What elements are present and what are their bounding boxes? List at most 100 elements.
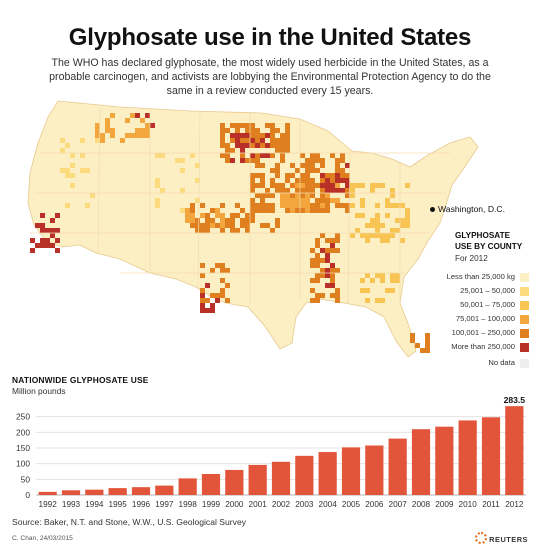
county-cell: [65, 143, 70, 148]
x-tick-label: 1997: [155, 500, 174, 509]
county-cell: [35, 243, 40, 248]
county-cell: [300, 183, 305, 188]
county-cell: [315, 293, 320, 298]
county-cell: [425, 348, 430, 353]
county-cell: [280, 153, 285, 158]
county-cell: [245, 138, 250, 143]
county-cell: [370, 233, 375, 238]
county-cell: [275, 183, 280, 188]
county-cell: [245, 133, 250, 138]
county-cell: [260, 183, 265, 188]
washington-dc-marker: [430, 207, 435, 212]
county-cell: [250, 138, 255, 143]
county-cell: [315, 298, 320, 303]
county-cell: [325, 208, 330, 213]
county-cell: [260, 193, 265, 198]
county-cell: [320, 183, 325, 188]
county-cell: [285, 193, 290, 198]
x-tick-label: 2001: [249, 500, 268, 509]
county-cell: [385, 198, 390, 203]
county-cell: [365, 223, 370, 228]
county-cell: [295, 178, 300, 183]
county-cell: [320, 163, 325, 168]
county-cell: [240, 133, 245, 138]
county-cell: [230, 223, 235, 228]
county-cell: [315, 153, 320, 158]
legend-swatch: [520, 273, 529, 282]
county-cell: [210, 308, 215, 313]
y-tick-label: 0: [25, 490, 30, 500]
county-cell: [350, 188, 355, 193]
county-cell: [300, 188, 305, 193]
county-cell: [290, 183, 295, 188]
county-cell: [360, 288, 365, 293]
county-cell: [190, 203, 195, 208]
county-cell: [305, 178, 310, 183]
county-cell: [280, 198, 285, 203]
county-cell: [340, 168, 345, 173]
county-cell: [300, 198, 305, 203]
county-cell: [285, 203, 290, 208]
county-cell: [220, 143, 225, 148]
county-cell: [250, 143, 255, 148]
bar-2008: [411, 429, 431, 495]
county-cell: [230, 218, 235, 223]
county-cell: [405, 218, 410, 223]
county-cell: [375, 273, 380, 278]
county-cell: [285, 208, 290, 213]
county-cell: [275, 163, 280, 168]
county-cell: [145, 128, 150, 133]
county-cell: [285, 133, 290, 138]
bar-1999: [201, 474, 221, 495]
page-subtitle: The WHO has declared glyphosate, the mos…: [49, 57, 491, 97]
county-cell: [135, 113, 140, 118]
county-cell: [305, 188, 310, 193]
y-tick-label: 100: [16, 459, 30, 469]
county-cell: [320, 178, 325, 183]
county-cell: [310, 163, 315, 168]
county-cell: [370, 218, 375, 223]
county-cell: [300, 178, 305, 183]
county-cell: [210, 293, 215, 298]
county-cell: [210, 268, 215, 273]
county-cell: [40, 223, 45, 228]
county-cell: [305, 208, 310, 213]
county-cell: [205, 213, 210, 218]
county-cell: [310, 208, 315, 213]
county-cell: [390, 188, 395, 193]
county-cell: [335, 248, 340, 253]
county-cell: [45, 228, 50, 233]
county-cell: [385, 288, 390, 293]
county-cell: [310, 188, 315, 193]
county-cell: [155, 178, 160, 183]
county-cell: [295, 198, 300, 203]
county-cell: [330, 173, 335, 178]
legend-swatch: [520, 315, 529, 324]
county-cell: [280, 203, 285, 208]
county-cell: [270, 193, 275, 198]
county-cell: [230, 228, 235, 233]
county-cell: [290, 208, 295, 213]
county-cell: [205, 298, 210, 303]
county-cell: [260, 178, 265, 183]
map-county-fill: [30, 113, 430, 353]
county-cell: [190, 153, 195, 158]
county-cell: [230, 158, 235, 163]
county-cell: [95, 133, 100, 138]
county-cell: [235, 213, 240, 218]
county-cell: [155, 153, 160, 158]
county-cell: [155, 183, 160, 188]
county-cell: [295, 183, 300, 188]
county-cell: [195, 218, 200, 223]
county-cell: [400, 223, 405, 228]
x-tick-label: 2005: [342, 500, 361, 509]
county-cell: [280, 138, 285, 143]
x-tick-label: 2006: [365, 500, 384, 509]
bar-2000: [225, 469, 244, 495]
county-cell: [255, 133, 260, 138]
bar-2005: [341, 447, 361, 495]
county-cell: [265, 188, 270, 193]
county-cell: [390, 278, 395, 283]
county-cell: [65, 173, 70, 178]
county-cell: [255, 193, 260, 198]
